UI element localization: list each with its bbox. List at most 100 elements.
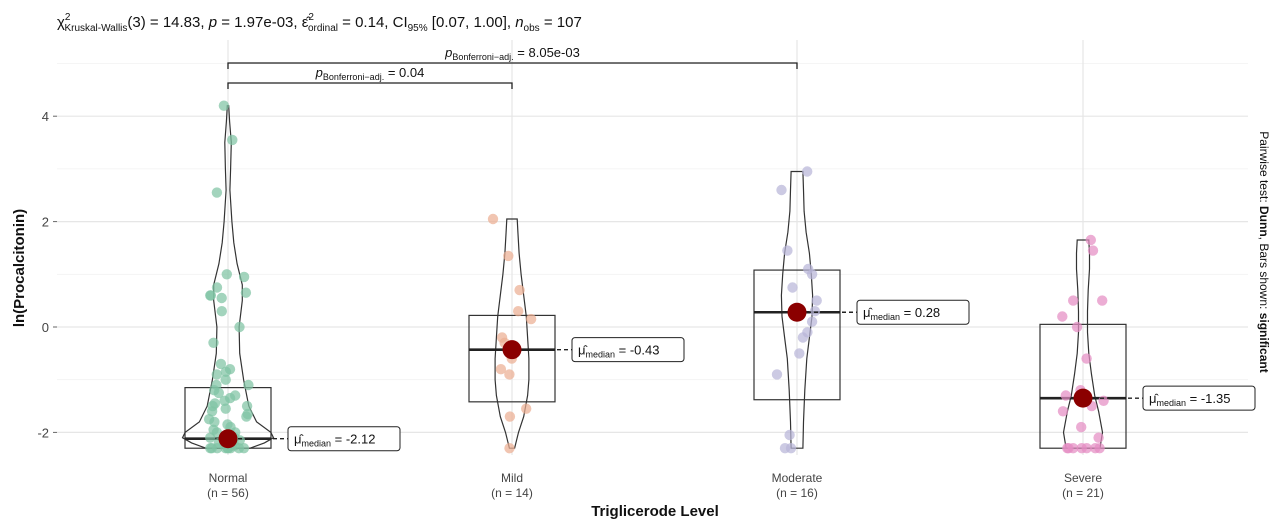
y-tick-label: -2 [37,425,49,440]
n-sub: obs [524,23,540,34]
x-tick-n-label: (n = 14) [491,486,533,500]
chi-sub: Kruskal-Wallis [64,23,127,34]
data-point [211,379,222,391]
data-point [802,166,813,177]
violin-layer [181,105,1104,449]
eps-symbol: ε̂ [302,14,312,31]
data-point [1057,406,1069,417]
x-tick-label: Normal [209,471,248,485]
stats-subtitle: χ2 Kruskal-Wallis(3) = 14.83, p = 1.97e-0… [57,12,582,34]
data-point [525,313,537,325]
data-point [242,408,253,420]
median-label-text: μ̂median = 0.28 [863,305,940,322]
data-point [211,187,223,198]
median-point [502,340,522,360]
data-point [216,292,227,304]
data-point [208,424,219,435]
comparison-bracket [227,82,513,89]
x-tick-n-label: (n = 16) [776,486,818,500]
data-point [504,369,515,380]
data-point [205,290,216,301]
data-point [1057,311,1068,322]
eps-sub: ordinal [308,23,338,34]
median-label-box [1142,385,1256,411]
data-point [208,337,219,348]
data-point [222,419,233,430]
y-tick-label: 4 [42,109,49,124]
data-point [504,411,516,422]
data-point [771,369,783,380]
data-point [1076,421,1087,433]
box-iqr [753,269,841,401]
data-point [207,400,218,412]
chi-value: (3) = 14.83, [127,14,208,31]
data-point [241,400,253,412]
data-point [794,348,805,359]
pairwise-caption: Pairwise test: Dunn, Bars shown: signifi… [1257,131,1271,372]
y-tick-label: 2 [42,215,49,230]
eps-value: = 0.14, CI [338,14,408,31]
median-point [1073,388,1093,408]
median-label-text: μ̂median = -1.35 [1149,391,1230,408]
data-point [211,369,222,380]
data-point [1093,432,1104,443]
caption-middle: , Bars shown: [1257,237,1271,313]
data-point [487,213,499,225]
point-layer [203,100,1109,454]
median-label-layer: μ̂median = -2.12 μ̂median = -0.43 μ̂median… [238,299,1256,452]
comparison-bracket [227,62,798,69]
data-point [220,403,231,414]
data-point [1068,295,1079,306]
ci-value: [0.07, 1.00], [428,14,516,31]
median-point [218,429,238,449]
y-axis-title: ln(Procalcitonin) [11,209,28,327]
data-point [1097,295,1108,306]
data-point [227,134,238,146]
data-point [1085,234,1097,246]
data-point [503,250,514,262]
data-point [243,379,254,391]
data-point [216,306,227,317]
x-tick-n-label: (n = 21) [1062,486,1104,500]
caption-prefix: Pairwise test: [1257,131,1271,206]
chi-symbol: χ [57,14,65,31]
data-point [521,403,532,414]
median-label-text: μ̂median = -2.12 [294,432,375,449]
data-point [776,184,787,196]
n-value: = 107 [540,14,582,31]
p-label: p [208,14,217,31]
comparison-layer: pBonferroni−adj. = 0.04 pBonferroni−adj. … [227,45,798,89]
data-point [514,284,525,296]
data-point [809,306,821,317]
p-value: = 1.97e-03, [217,14,302,31]
median-label-text: μ̂median = -0.43 [578,343,659,360]
data-point [806,316,818,327]
caption-shown: significant [1257,313,1271,373]
x-tick-label: Mild [501,471,523,485]
data-point [496,332,508,343]
x-tick-label: Moderate [772,471,823,485]
chi-sup: 2 [65,12,71,23]
caption-test: Dunn [1257,206,1271,237]
data-point [1081,353,1092,364]
data-point [779,443,791,454]
x-tick-n-label: (n = 56) [207,486,249,500]
n-label: n [515,14,523,31]
violin-outline [1062,239,1104,449]
data-point [1063,443,1074,454]
data-point [797,332,809,343]
data-point [784,429,795,441]
data-point [218,100,230,111]
x-tick-label: Severe [1064,471,1102,485]
data-point [240,287,252,298]
median-layer [218,302,1093,449]
data-point [238,271,250,283]
data-point [205,443,216,454]
data-point [787,282,798,293]
data-point [504,443,515,454]
data-point [1076,443,1087,454]
box-iqr [468,314,556,403]
data-point [1094,443,1105,454]
data-point [1087,245,1099,256]
